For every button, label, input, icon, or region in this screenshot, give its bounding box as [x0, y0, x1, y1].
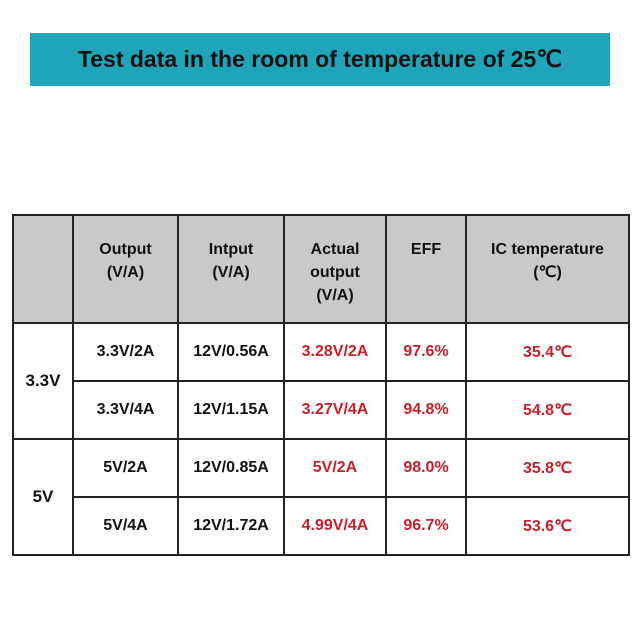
- table-cell: 98.0%: [385, 438, 467, 498]
- table-cell: 94.8%: [385, 380, 467, 440]
- table-row: 3.3V 3.3V/2A 12V/0.56A 3.28V/2A 97.6% 35.4℃: [12, 322, 630, 440]
- title-banner: Test data in the room of temperature of …: [30, 33, 610, 86]
- table-cell: 35.4℃: [465, 322, 630, 382]
- table-cell: 97.6%: [385, 322, 467, 382]
- table-cell: 12V/1.15A: [177, 380, 285, 440]
- header-cell: Intput (V/A): [177, 214, 285, 324]
- table-cell: 3.3V/2A: [72, 322, 179, 382]
- table-cell: 3.27V/4A: [283, 380, 387, 440]
- header-cell: EFF: [385, 214, 467, 324]
- table-cell: 5V/2A: [72, 438, 179, 498]
- table-cell: 12V/1.72A: [177, 496, 285, 556]
- group-label: 3.3V: [12, 322, 74, 440]
- data-table: Output (V/A) Intput (V/A) Actual output (V/A) E…: [12, 214, 630, 556]
- header-line: Intput: [208, 241, 254, 258]
- table-cell: 12V/0.85A: [177, 438, 285, 498]
- table-cell: 53.6℃: [465, 496, 630, 556]
- header-line: (V/A): [106, 264, 145, 281]
- table-cell: 5V/4A: [72, 496, 179, 556]
- table-row: 5V/4A 12V/1.72A 4.99V/4A 96.7% 53.6℃: [13, 496, 630, 556]
- table-body: 3.3V 3.3V/2A 12V/0.56A 3.28V/2A 97.6% 35.4℃ 3.…: [12, 322, 630, 556]
- header-line: (V/A): [212, 264, 250, 281]
- header-line: IC temperature: [491, 241, 604, 258]
- table-cell: 4.99V/4A: [283, 496, 387, 556]
- table-cell: 96.7%: [385, 496, 467, 556]
- table-row: 3.3V/4A 12V/1.15A 3.27V/4A 94.8% 54.8℃: [13, 380, 630, 440]
- header-cell: Output (V/A): [72, 214, 179, 324]
- table-cell: 35.8℃: [465, 438, 630, 498]
- table-cell: 54.8℃: [465, 380, 630, 440]
- table-row: 5V 5V/2A 12V/0.85A 5V/2A 98.0% 35.8℃: [12, 438, 630, 556]
- header-line: EFF: [410, 241, 442, 258]
- header-cell: IC temperature (℃): [465, 214, 630, 324]
- group-label: 5V: [12, 438, 74, 556]
- header-cell: Actual output (V/A): [283, 214, 387, 324]
- header-line: output: [310, 264, 360, 281]
- table-cell: 3.3V/4A: [72, 380, 179, 440]
- header-line: (℃): [533, 264, 562, 281]
- header-line: Output: [99, 241, 152, 258]
- header-cell: [12, 214, 74, 324]
- header-line: Actual: [310, 241, 360, 258]
- title: Test data in the room of temperature of …: [77, 46, 563, 72]
- table-cell: 12V/0.56A: [177, 322, 285, 382]
- header-row: Output (V/A) Intput (V/A) Actual output (V/A) E…: [12, 214, 630, 324]
- header-line: (V/A): [316, 287, 354, 304]
- table-cell: 5V/2A: [283, 438, 387, 498]
- table-cell: 3.28V/2A: [283, 322, 387, 382]
